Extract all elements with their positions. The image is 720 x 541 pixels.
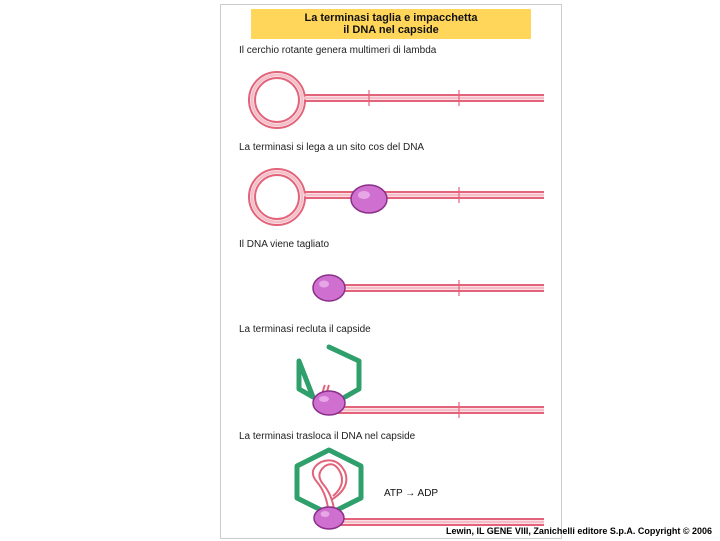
- panel-step-5: ATP → ADP: [229, 444, 553, 536]
- panel-step-4: [229, 337, 553, 429]
- step-caption: La terminasi si lega a un sito cos del D…: [239, 142, 561, 153]
- step-caption: Il DNA viene tagliato: [239, 239, 561, 250]
- step-caption: La terminasi trasloca il DNA nel capside: [239, 431, 561, 442]
- diagram-recruit-capsid: [229, 337, 549, 429]
- diagram-dna-cut: [229, 252, 549, 322]
- panel-step-2: [229, 155, 553, 237]
- panel-step-1: [229, 58, 553, 140]
- figure-title-box: La terminasi taglia e impacchetta il DNA…: [251, 9, 531, 39]
- diagram-terminase-binds: [229, 155, 549, 237]
- title-line-2: il DNA nel capside: [255, 24, 527, 36]
- figure-container: La terminasi taglia e impacchetta il DNA…: [220, 4, 562, 539]
- copyright-text: Lewin, IL GENE VIII, Zanichelli editore …: [446, 526, 712, 536]
- panel-step-3: [229, 252, 553, 322]
- atp-adp-label: ATP → ADP: [384, 488, 438, 499]
- title-line-1: La terminasi taglia e impacchetta: [255, 12, 527, 24]
- diagram-rolling-circle: [229, 58, 549, 140]
- step-caption: La terminasi recluta il capside: [239, 324, 561, 335]
- step-caption: Il cerchio rotante genera multimeri di l…: [239, 45, 561, 56]
